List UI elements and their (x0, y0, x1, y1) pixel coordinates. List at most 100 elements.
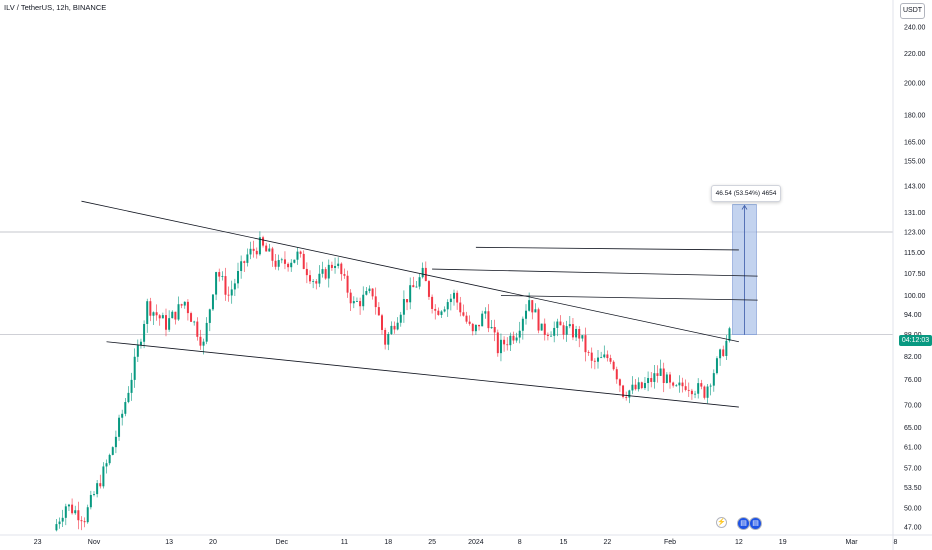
candle-body (578, 328, 581, 339)
candle-body (86, 507, 89, 523)
candle-body (643, 383, 646, 389)
x-tick-label: 25 (428, 539, 436, 546)
candle-body (368, 288, 371, 292)
candle-body (290, 262, 293, 268)
candle-body (283, 259, 286, 264)
candle-body (139, 341, 142, 346)
candle-body (406, 299, 409, 303)
candle-body (133, 356, 136, 380)
candle-body (262, 237, 265, 246)
candle-body (700, 383, 703, 387)
candle-body (337, 263, 340, 266)
candle-body (315, 281, 318, 284)
candle-body (74, 510, 77, 514)
candle-body (647, 378, 650, 384)
currency-button[interactable]: USDT (900, 3, 925, 19)
candle-body (684, 386, 687, 390)
candle-body (318, 273, 321, 284)
y-tick-label: 107.50 (904, 271, 926, 278)
us-flag-icon[interactable]: ▤ (749, 517, 762, 530)
candle-body (258, 237, 261, 255)
flash-icon[interactable]: ⚡ (716, 517, 727, 528)
candle-body (89, 494, 92, 508)
candle-body (690, 390, 693, 395)
x-tick-label: Dec (276, 539, 289, 546)
candle-body (709, 385, 712, 387)
candle-body (471, 323, 474, 332)
y-tick-label: 200.00 (904, 80, 926, 87)
candle-body (637, 382, 640, 390)
candle-body (230, 289, 233, 296)
candle-body (371, 288, 374, 297)
candle-body (550, 335, 553, 337)
candle-body (612, 361, 615, 370)
candle-body (556, 321, 559, 328)
candle-body (415, 286, 418, 288)
candle-body (672, 382, 675, 386)
candle-body (287, 263, 290, 268)
candle-body (124, 402, 127, 414)
candle-body (136, 345, 139, 357)
candle-body (681, 382, 684, 387)
candle-body (305, 268, 308, 276)
candle-body (496, 332, 499, 354)
candle-body (703, 386, 706, 398)
chart-title: ILV / TetherUS, 12h, BINANCE (4, 3, 107, 12)
y-tick-label: 123.00 (904, 229, 926, 236)
candle-body (446, 302, 449, 310)
candle-body (384, 329, 387, 345)
candle-body (434, 308, 437, 311)
candle-body (402, 299, 405, 315)
us-flag-icon[interactable]: ▤ (737, 517, 750, 530)
candle-body (631, 384, 634, 391)
y-tick-label: 155.00 (904, 159, 926, 166)
candle-body (634, 384, 637, 390)
candle-body (449, 298, 452, 303)
candle-body (359, 301, 362, 307)
candle-body (659, 368, 662, 376)
y-tick-label: 165.00 (904, 139, 926, 146)
candle-body (587, 352, 590, 353)
candle-body (515, 337, 518, 341)
y-tick-label: 115.00 (904, 250, 925, 257)
candle-body (77, 510, 80, 521)
candle-body (334, 265, 337, 268)
candle-body (202, 341, 205, 346)
candle-body (64, 506, 67, 518)
candle-body (365, 291, 368, 295)
y-tick-label: 76.00 (904, 377, 922, 384)
candle-body (465, 315, 468, 322)
candle-body (277, 260, 280, 267)
x-tick-label: 23 (34, 539, 42, 546)
candle-body (537, 309, 540, 331)
candle-body (678, 382, 681, 386)
x-tick-label: Nov (88, 539, 101, 546)
trendline-h3 (500, 295, 758, 301)
candle-body (456, 292, 459, 303)
candle-body (431, 296, 434, 309)
candle-body (246, 254, 249, 263)
candle-body (102, 466, 105, 487)
candle-body (493, 327, 496, 333)
y-tick-label: 65.00 (904, 425, 922, 432)
candle-body (474, 324, 477, 332)
y-tick-label: 220.00 (904, 51, 926, 58)
candle-body (606, 354, 609, 359)
candle-body (640, 382, 643, 389)
candle-body (503, 339, 506, 345)
candle-body (296, 251, 299, 260)
candle-body (622, 385, 625, 397)
candle-body (193, 321, 196, 323)
measure-label: 46.54 (53.54%) 4654 (711, 185, 781, 202)
candle-body (615, 369, 618, 380)
candle-body (399, 314, 402, 323)
y-tick-label: 57.00 (904, 465, 922, 472)
candle-body (618, 379, 621, 386)
candle-body (265, 245, 268, 252)
candle-body (93, 494, 95, 495)
candle-body (499, 339, 502, 354)
candle-body (484, 311, 487, 314)
candle-body (108, 454, 111, 464)
candle-body (168, 318, 171, 330)
